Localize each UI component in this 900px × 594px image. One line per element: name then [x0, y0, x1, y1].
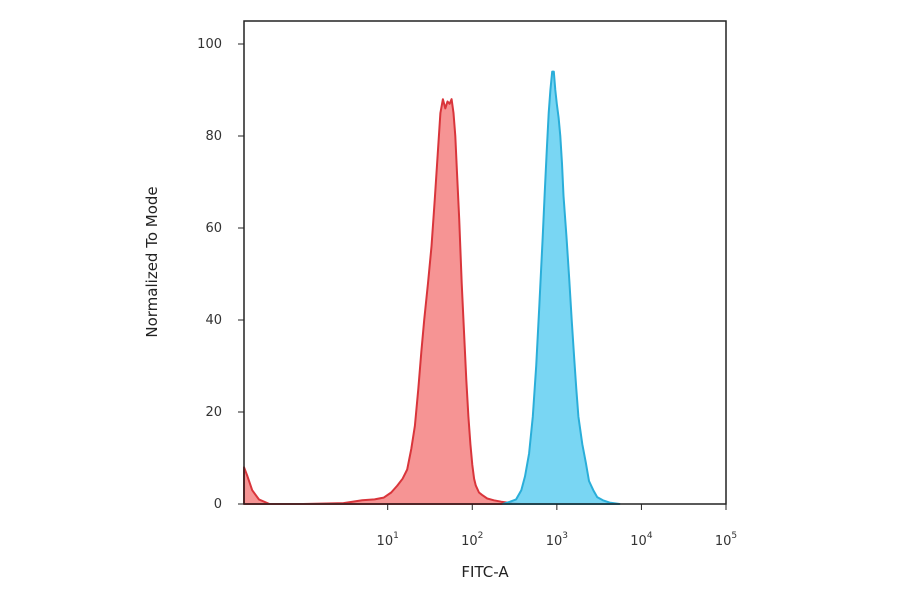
histogram-series-2 [501, 70, 621, 505]
y-axis-title: Normalized To Mode [143, 186, 161, 337]
x-axis-ticks: 101 102 103 104 105 [377, 504, 737, 549]
x-tick-label: 105 [715, 531, 737, 549]
y-tick-label: 80 [205, 129, 222, 144]
x-tick-label: 102 [461, 531, 483, 549]
series-layer [243, 70, 621, 505]
x-tick-label: 104 [630, 531, 653, 549]
y-tick-label: 20 [205, 405, 222, 420]
x-tick-label: 101 [377, 531, 399, 549]
y-tick-label: 100 [197, 37, 222, 52]
y-tick-label: 60 [205, 221, 222, 236]
y-tick-label: 40 [205, 313, 222, 328]
x-tick-label: 103 [546, 531, 568, 549]
histogram-series-1 [243, 98, 523, 505]
y-axis-ticks: 0 20 40 60 80 100 [197, 37, 244, 512]
plot-frame [243, 20, 727, 505]
y-tick-label: 0 [214, 497, 222, 512]
x-axis-title: FITC-A [461, 563, 509, 581]
